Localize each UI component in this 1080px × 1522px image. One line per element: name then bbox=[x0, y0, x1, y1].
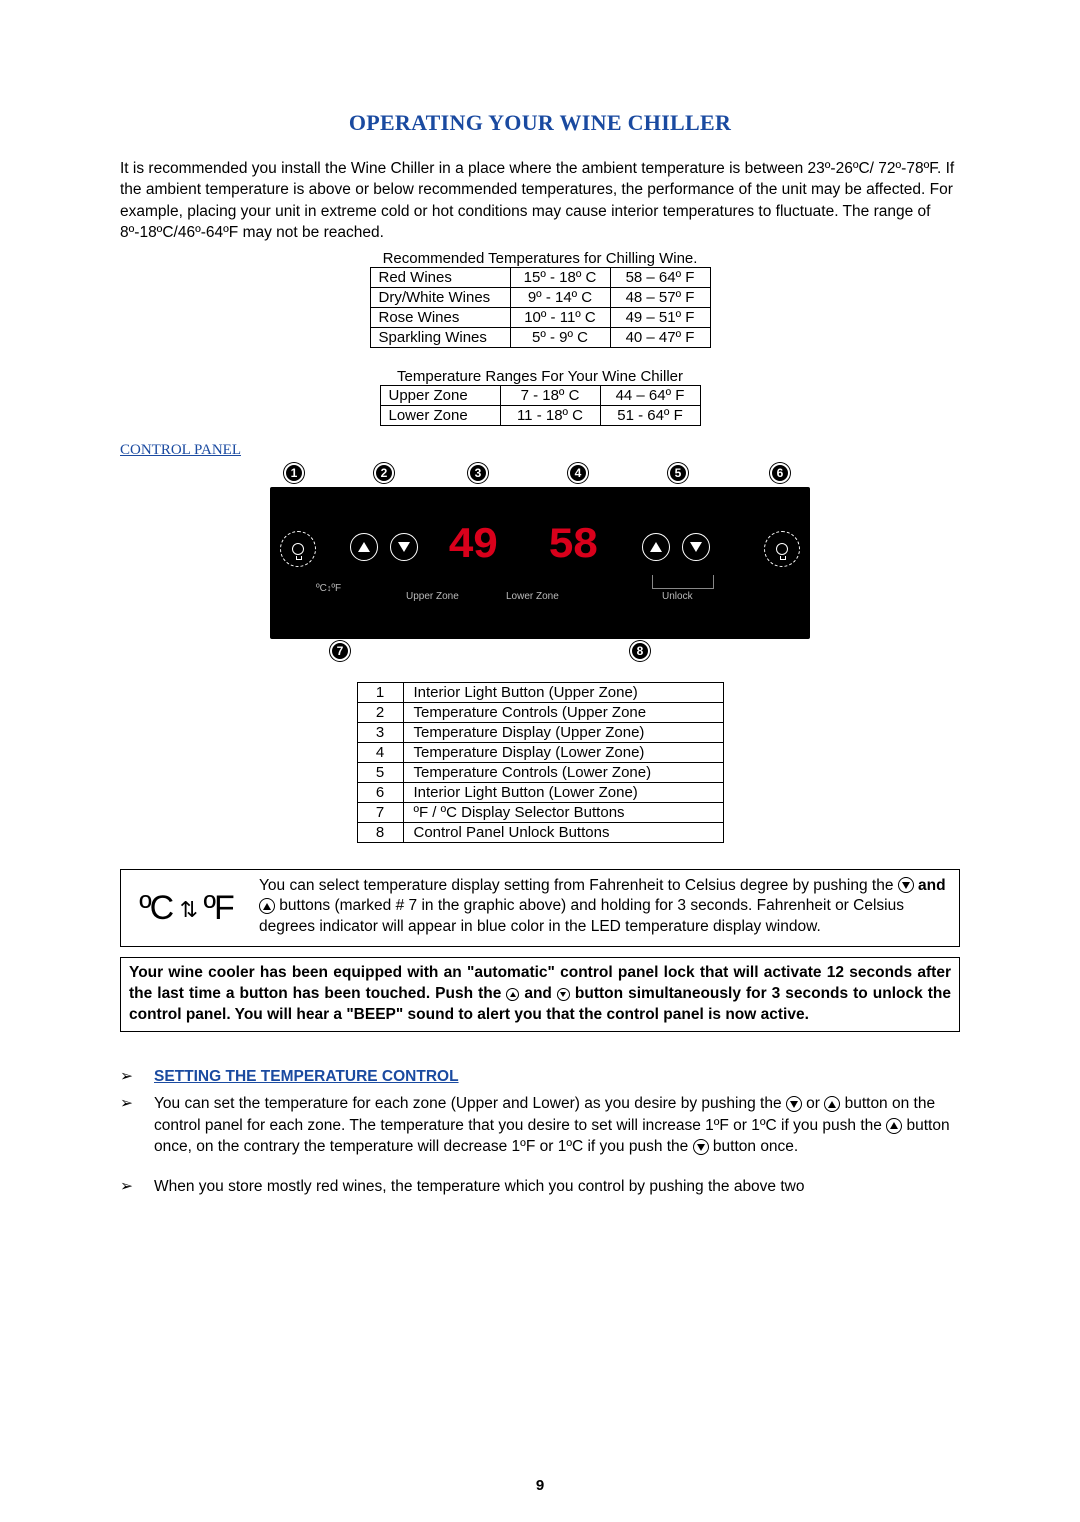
table-row: 1Interior Light Button (Upper Zone) bbox=[357, 682, 723, 702]
bullet-list: ➢ SETTING THE TEMPERATURE CONTROL ➢ You … bbox=[120, 1066, 960, 1197]
page-number: 9 bbox=[0, 1477, 1080, 1494]
upper-temp-down-button[interactable] bbox=[390, 533, 418, 561]
callout-2: 2 bbox=[374, 463, 394, 483]
recommended-temp-table: Red Wines15º - 18º C58 – 64º F Dry/White… bbox=[370, 267, 711, 348]
down-arrow-icon bbox=[898, 877, 914, 893]
table-row: Sparkling Wines5º - 9º C40 – 47º F bbox=[370, 327, 710, 347]
table-row: 5Temperature Controls (Lower Zone) bbox=[357, 762, 723, 782]
table1-caption: Recommended Temperatures for Chilling Wi… bbox=[120, 250, 960, 267]
control-panel-heading: CONTROL PANEL bbox=[120, 442, 960, 459]
down-arrow-icon bbox=[693, 1139, 709, 1155]
cf-info-box: ºC ⇅ ºF You can select temperature displ… bbox=[120, 869, 960, 948]
table-row: Red Wines15º - 18º C58 – 64º F bbox=[370, 267, 710, 287]
up-arrow-icon bbox=[259, 898, 275, 914]
table-row: 3Temperature Display (Upper Zone) bbox=[357, 722, 723, 742]
callout-5: 5 bbox=[668, 463, 688, 483]
lower-temp-up-button[interactable] bbox=[642, 533, 670, 561]
table-row: 8Control Panel Unlock Buttons bbox=[357, 822, 723, 842]
page-title: OPERATING YOUR WINE CHILLER bbox=[120, 110, 960, 136]
bullet-marker: ➢ bbox=[120, 1093, 138, 1157]
bullet-marker: ➢ bbox=[120, 1066, 138, 1087]
callout-6: 6 bbox=[770, 463, 790, 483]
callout-3: 3 bbox=[468, 463, 488, 483]
panel-bg bbox=[270, 487, 810, 639]
callout-7: 7 bbox=[330, 641, 350, 661]
page: OPERATING YOUR WINE CHILLER It is recomm… bbox=[0, 0, 1080, 1522]
lower-temp-down-button[interactable] bbox=[682, 533, 710, 561]
table-row: 6Interior Light Button (Lower Zone) bbox=[357, 782, 723, 802]
table2-caption: Temperature Ranges For Your Wine Chiller bbox=[120, 368, 960, 385]
cf-info-text: You can select temperature display setti… bbox=[259, 876, 949, 939]
lower-temp-display: 58 bbox=[548, 521, 597, 571]
bullet-1-text: You can set the temperature for each zon… bbox=[154, 1093, 960, 1157]
upper-light-button[interactable] bbox=[280, 531, 316, 567]
intro-paragraph: It is recommended you install the Wine C… bbox=[120, 158, 960, 244]
upper-temp-up-button[interactable] bbox=[350, 533, 378, 561]
lower-light-button[interactable] bbox=[764, 531, 800, 567]
bullet-2-text: When you store mostly red wines, the tem… bbox=[154, 1176, 804, 1197]
callout-1: 1 bbox=[284, 463, 304, 483]
table-row: 7ºF / ºC Display Selector Buttons bbox=[357, 802, 723, 822]
table-row: Rose Wines10º - 11º C49 – 51º F bbox=[370, 307, 710, 327]
setting-temp-heading: SETTING THE TEMPERATURE CONTROL bbox=[154, 1068, 459, 1085]
up-arrow-icon bbox=[506, 988, 519, 1001]
up-arrow-icon bbox=[824, 1096, 840, 1112]
down-arrow-icon bbox=[786, 1096, 802, 1112]
panel-upper-label: Upper Zone bbox=[406, 591, 459, 602]
down-arrow-icon bbox=[557, 988, 570, 1001]
table-row: Upper Zone7 - 18º C44 – 64º F bbox=[380, 385, 700, 405]
bullet-marker: ➢ bbox=[120, 1176, 138, 1197]
table-row: Lower Zone11 - 18º C51 - 64º F bbox=[380, 405, 700, 425]
callout-8: 8 bbox=[630, 641, 650, 661]
panel-unlock-label: Unlock bbox=[662, 591, 693, 602]
auto-lock-note: Your wine cooler has been equipped with … bbox=[120, 957, 960, 1032]
upper-temp-display: 49 bbox=[448, 521, 497, 571]
zone-range-table: Upper Zone7 - 18º C44 – 64º F Lower Zone… bbox=[380, 385, 701, 426]
control-panel-figure: 1 2 3 4 5 6 7 8 49 58 ºC↕ºF Upper Zone bbox=[120, 463, 960, 668]
unlock-bracket bbox=[652, 575, 714, 589]
up-arrow-icon bbox=[886, 1118, 902, 1134]
panel-lower-label: Lower Zone bbox=[506, 591, 559, 602]
cf-selector-icon: ºC ⇅ ºF bbox=[131, 876, 241, 932]
panel-cf-label: ºC↕ºF bbox=[316, 583, 341, 594]
callout-4: 4 bbox=[568, 463, 588, 483]
table-row: Dry/White Wines9º - 14º C48 – 57º F bbox=[370, 287, 710, 307]
panel-legend-table: 1Interior Light Button (Upper Zone) 2Tem… bbox=[357, 682, 724, 843]
table-row: 4Temperature Display (Lower Zone) bbox=[357, 742, 723, 762]
table-row: 2Temperature Controls (Upper Zone bbox=[357, 702, 723, 722]
